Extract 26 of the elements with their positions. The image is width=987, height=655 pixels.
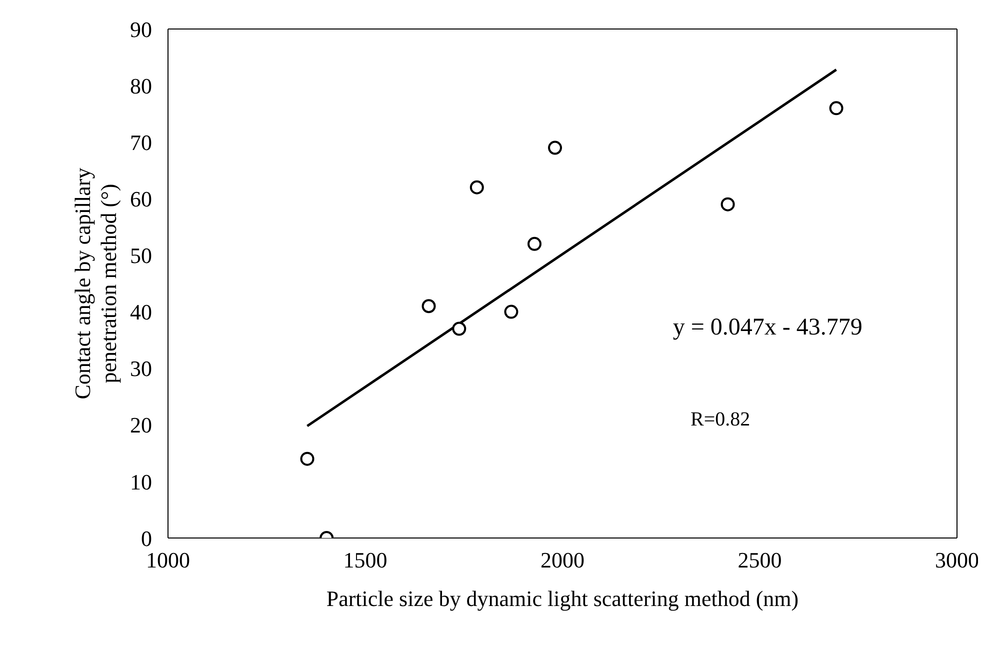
point <box>720 197 735 212</box>
point <box>548 140 562 155</box>
annotation: R=0.82 <box>690 408 750 432</box>
x-tick-label: 2500 <box>738 548 782 573</box>
point <box>829 101 844 116</box>
y-tick-label: 50 <box>130 243 152 268</box>
point <box>527 236 542 251</box>
x-axis-title: Particle size by dynamic light scattering method (nm) <box>326 586 799 611</box>
y-tick-label: 90 <box>130 16 152 42</box>
y-tick-label: 40 <box>130 300 152 325</box>
x-tick-label: 3000 <box>935 548 979 573</box>
y-tick-label: 10 <box>130 469 152 494</box>
y-tick-label: 30 <box>130 356 152 382</box>
point <box>422 299 436 314</box>
y-axis-title: Contact angle by capillary penetration method (°) <box>70 168 121 400</box>
y-tick-label: 80 <box>130 73 152 98</box>
x-tick-label: 1500 <box>343 548 388 573</box>
y-tick-label: 20 <box>130 412 152 438</box>
x-tick-label: 2000 <box>540 548 584 573</box>
point <box>504 304 518 319</box>
annotation: y = 0.047x - 43.779 <box>672 314 862 342</box>
point <box>452 322 466 336</box>
point <box>470 180 484 194</box>
y-tick-label: 70 <box>130 130 152 155</box>
point <box>300 452 314 466</box>
y-tick-label: 60 <box>130 186 152 212</box>
